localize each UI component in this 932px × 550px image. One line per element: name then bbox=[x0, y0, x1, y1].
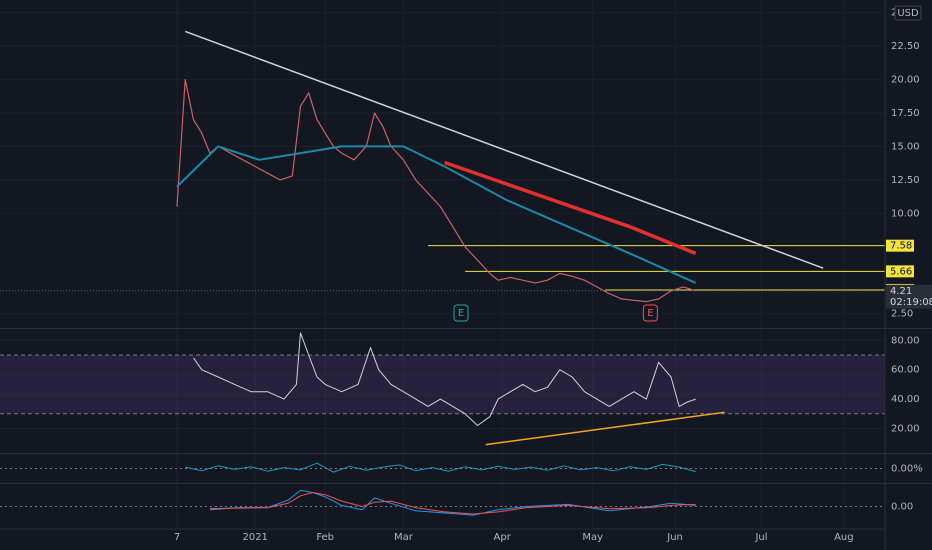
earnings-marker bbox=[642, 304, 658, 322]
x-tick-label: 7 bbox=[174, 532, 180, 543]
trend-line bbox=[485, 411, 725, 446]
series-line bbox=[176, 145, 697, 284]
trend-line bbox=[184, 30, 824, 269]
series-line bbox=[185, 462, 696, 473]
y-tick-label: 22.50 bbox=[891, 41, 920, 52]
y-tick-label: 10.00 bbox=[891, 208, 920, 219]
y-tick-label: 60.00 bbox=[891, 365, 920, 376]
series-line bbox=[209, 492, 696, 515]
y-tick-label: 12.50 bbox=[891, 175, 920, 186]
level-tag bbox=[886, 239, 914, 252]
y-tick-label: 0.00% bbox=[891, 464, 923, 475]
x-tick-label: May bbox=[582, 532, 603, 543]
last-price-tag bbox=[886, 284, 932, 309]
currency-label: USD bbox=[897, 8, 919, 19]
earnings-label: E bbox=[647, 308, 653, 319]
earnings-marker bbox=[453, 304, 469, 322]
countdown-label: 02:19:08 bbox=[890, 297, 932, 308]
earnings-label: E bbox=[458, 308, 464, 319]
y-tick-label: 0.00 bbox=[891, 502, 913, 513]
y-tick-label: 20.00 bbox=[891, 423, 920, 434]
series-line bbox=[444, 160, 697, 256]
last-price-label: 4.21 bbox=[890, 286, 912, 297]
series-line bbox=[176, 79, 696, 303]
series-line bbox=[193, 332, 696, 426]
x-tick-label: Mar bbox=[394, 532, 414, 543]
rsi-band bbox=[0, 354, 885, 414]
currency-tag bbox=[894, 5, 922, 21]
x-tick-label: Jun bbox=[666, 532, 683, 543]
x-tick-label: Apr bbox=[494, 532, 512, 543]
y-tick-label: 40.00 bbox=[891, 394, 920, 405]
x-tick-label: Jul bbox=[754, 532, 767, 543]
series-line bbox=[209, 489, 696, 516]
y-tick-label: 15.00 bbox=[891, 141, 920, 152]
y-tick-label: 20.00 bbox=[891, 75, 920, 86]
level-tag bbox=[886, 265, 914, 278]
y-tick-label: 80.00 bbox=[891, 335, 920, 346]
x-tick-label: Aug bbox=[834, 532, 854, 543]
x-tick-label: 2021 bbox=[242, 532, 267, 543]
x-tick-label: Feb bbox=[316, 532, 334, 543]
level-label: 5.66 bbox=[890, 266, 912, 277]
y-tick-label: 17.50 bbox=[891, 108, 920, 119]
level-label: 7.58 bbox=[890, 241, 912, 252]
y-tick-label: 2.50 bbox=[891, 309, 913, 320]
